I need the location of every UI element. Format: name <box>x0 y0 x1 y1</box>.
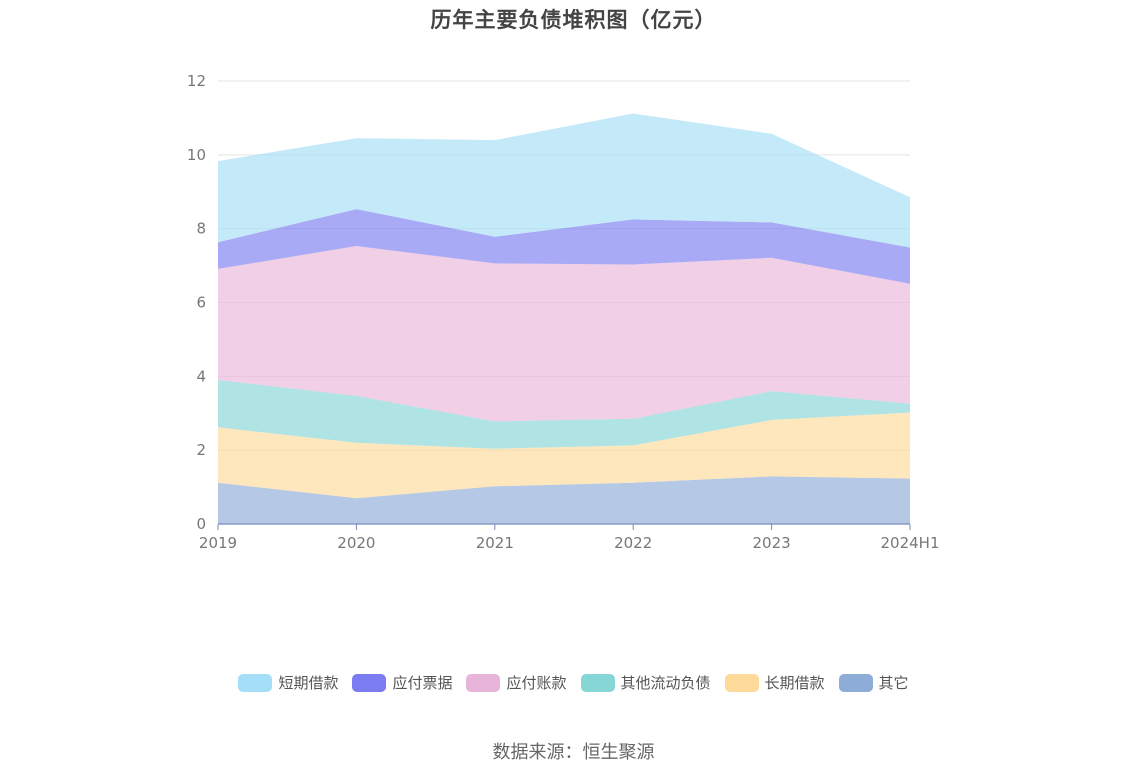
legend-item[interactable]: 长期借款 <box>724 672 825 693</box>
legend-label: 其他流动负债 <box>620 674 711 692</box>
y-tick-label: 6 <box>196 294 206 312</box>
x-tick-label: 2023 <box>753 534 791 552</box>
y-tick-label: 10 <box>187 146 206 164</box>
legend-item[interactable]: 应付票据 <box>352 672 452 693</box>
legend-swatch <box>352 673 387 692</box>
y-tick-label: 8 <box>196 220 206 238</box>
series-area <box>218 412 910 499</box>
data-source: 数据来源：恒生聚源 <box>492 742 655 763</box>
y-tick-label: 12 <box>187 72 206 90</box>
legend: 短期借款 应付票据 应付账款 其他流动负债 长期借款 其它 <box>0 672 1147 693</box>
legend-swatch <box>238 673 273 692</box>
x-tick-label: 2019 <box>199 534 237 552</box>
series-area <box>218 113 910 248</box>
legend-label: 短期借款 <box>278 674 339 692</box>
legend-swatch <box>838 673 873 692</box>
legend-label: 长期借款 <box>764 674 825 692</box>
x-axis: 2019 2020 2021 2022 2023 2024H1 <box>199 523 940 552</box>
x-tick-label: 2021 <box>476 534 514 552</box>
series-areas <box>218 113 910 524</box>
x-tick-label: 2020 <box>337 534 375 552</box>
y-axis-ticks: 0 2 4 6 8 10 12 <box>187 72 206 533</box>
legend-item[interactable]: 其他流动负债 <box>580 672 711 693</box>
legend-label: 其它 <box>878 674 909 692</box>
legend-swatch <box>466 673 501 692</box>
legend-swatch <box>580 673 615 692</box>
y-tick-label: 4 <box>196 367 206 385</box>
stacked-area-chart: 0 2 4 6 8 10 12 2019 2020 2021 2022 2023 2024H1 <box>187 72 940 552</box>
series-area <box>218 246 910 422</box>
legend-swatch <box>724 673 759 692</box>
y-tick-label: 2 <box>196 441 206 459</box>
series-area <box>218 380 910 449</box>
legend-item[interactable]: 其它 <box>838 672 909 693</box>
series-area <box>218 476 910 524</box>
legend-label: 应付账款 <box>506 674 567 692</box>
x-tick-label: 2022 <box>614 534 652 552</box>
legend-item[interactable]: 短期借款 <box>238 672 338 693</box>
y-tick-label: 0 <box>196 515 206 533</box>
series-area <box>218 209 910 284</box>
chart-title: 历年主要负债堆积图（亿元） <box>430 8 717 32</box>
legend-item[interactable]: 应付账款 <box>466 672 567 693</box>
x-tick-label: 2024H1 <box>881 534 940 552</box>
legend-label: 应付票据 <box>392 674 453 692</box>
